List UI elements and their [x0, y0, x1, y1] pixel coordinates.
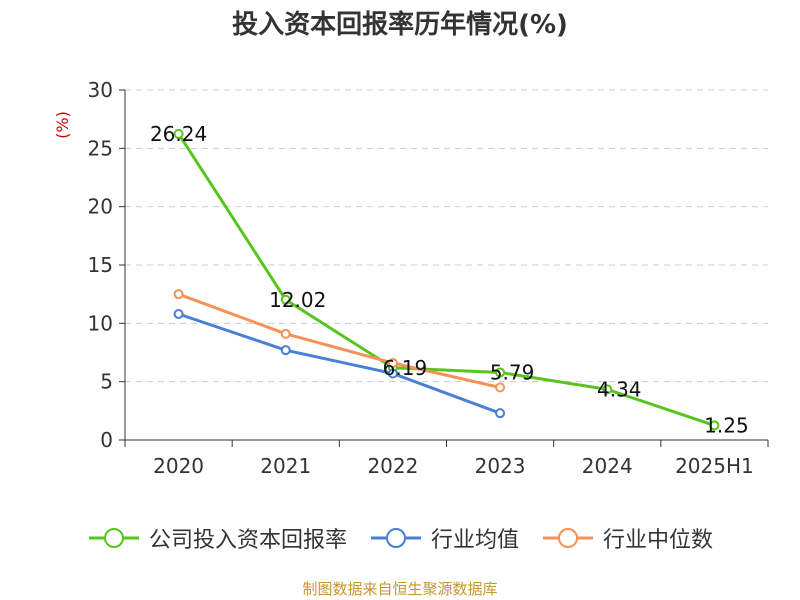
series-line-0 — [177, 133, 715, 427]
x-tick-label: 2021 — [260, 454, 311, 478]
data-point — [495, 408, 506, 419]
data-point — [280, 294, 291, 305]
y-tick-label: 20 — [88, 195, 113, 219]
data-point — [602, 384, 613, 395]
x-tick-label: 2025H1 — [675, 454, 754, 478]
legend-label: 行业均值 — [430, 528, 519, 553]
data-label: 6.19 — [383, 356, 428, 380]
x-tick-label: 2023 — [475, 454, 526, 478]
series-line-1 — [178, 312, 501, 415]
data-point — [173, 309, 184, 319]
x-tick-label: 2020 — [153, 454, 204, 478]
data-point — [280, 345, 291, 356]
data-point — [387, 368, 398, 379]
y-tick-label: 15 — [88, 253, 113, 277]
data-label: 1.25 — [704, 413, 749, 437]
data-label: 4.34 — [597, 377, 642, 401]
y-tick-label: 25 — [88, 136, 113, 160]
y-tick-label: 0 — [100, 428, 113, 452]
series-lines — [173, 128, 720, 431]
data-point — [173, 128, 184, 139]
data-labels: 26.24 12.02 6.19 5.79 4.34 1.25 — [150, 122, 749, 438]
data-point — [709, 420, 720, 431]
legend-label: 行业中位数 — [603, 528, 714, 553]
legend-swatch — [543, 528, 593, 548]
legend-item[interactable]: 行业均值 — [369, 522, 519, 554]
data-point — [387, 358, 398, 368]
data-point — [173, 289, 184, 300]
y-tick-label: 5 — [100, 370, 113, 394]
data-label: 12.02 — [269, 288, 326, 312]
y-axis-label: (%) — [53, 111, 72, 139]
data-point — [280, 328, 291, 339]
legend-label: 公司投入资本回报率 — [148, 528, 347, 553]
y-tick-label: 10 — [88, 311, 113, 335]
data-label: 5.79 — [490, 360, 535, 384]
x-tick-label: 2024 — [582, 454, 633, 478]
data-label: 26.24 — [150, 122, 207, 146]
legend-marker — [103, 528, 124, 548]
source-note: 制图数据来自恒生聚源数据库 — [302, 580, 498, 598]
x-tick-label: 2022 — [367, 454, 418, 478]
axes: 0 5 10 15 20 25 30 2020 2021 2022 2023 2024 2025H1 — [88, 78, 769, 478]
legend-marker — [558, 528, 578, 548]
grid-lines — [125, 89, 768, 383]
data-point — [495, 382, 506, 393]
y-tick-label: 30 — [88, 78, 113, 102]
series-line-2 — [178, 292, 501, 389]
data-point — [495, 367, 506, 378]
chart-title: 投入资本回报率历年情况(%) — [232, 10, 568, 40]
legend-swatch — [370, 528, 421, 548]
legend-swatch — [88, 528, 139, 548]
legend-item[interactable]: 行业中位数 — [541, 522, 713, 554]
legend-item[interactable]: 公司投入资本回报率 — [87, 522, 347, 554]
legend: 公司投入资本回报率 行业均值 行业中位数 — [0, 518, 800, 558]
legend-marker — [385, 528, 406, 548]
